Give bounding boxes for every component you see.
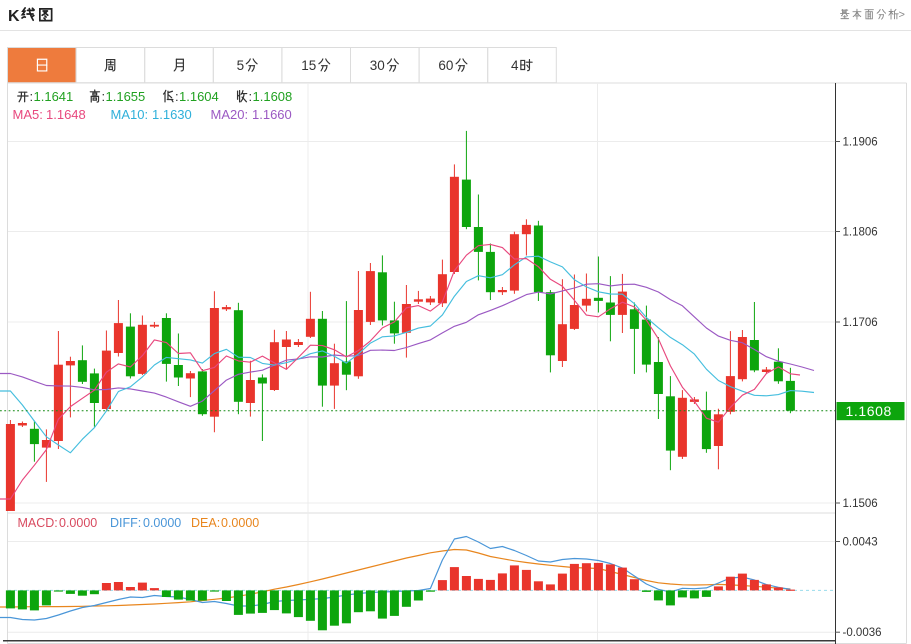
svg-text:1.1706: 1.1706 bbox=[843, 317, 878, 329]
svg-text:K: K bbox=[8, 8, 20, 25]
svg-text:1.1641: 1.1641 bbox=[34, 89, 74, 104]
svg-text:15: 15 bbox=[301, 58, 316, 73]
svg-text:1.1648: 1.1648 bbox=[46, 107, 86, 122]
svg-text::: : bbox=[30, 89, 34, 104]
svg-text:DIFF:: DIFF: bbox=[110, 516, 141, 530]
svg-text:1.1655: 1.1655 bbox=[106, 89, 146, 104]
svg-text:1.1660: 1.1660 bbox=[252, 107, 292, 122]
svg-text:0.0000: 0.0000 bbox=[221, 516, 259, 530]
svg-text:1.1906: 1.1906 bbox=[843, 137, 878, 149]
svg-text:MA20:: MA20: bbox=[211, 107, 249, 122]
svg-text:MA5:: MA5: bbox=[13, 107, 43, 122]
svg-text:1.1608: 1.1608 bbox=[253, 89, 293, 104]
svg-text:1.1806: 1.1806 bbox=[843, 227, 878, 239]
svg-text:>: > bbox=[899, 9, 905, 21]
svg-text::: : bbox=[175, 89, 179, 104]
svg-text::: : bbox=[249, 89, 253, 104]
svg-text:0.0000: 0.0000 bbox=[143, 516, 181, 530]
svg-text:MACD:: MACD: bbox=[18, 516, 58, 530]
svg-text:1.1604: 1.1604 bbox=[179, 89, 219, 104]
svg-text:60: 60 bbox=[438, 58, 453, 73]
svg-text:5: 5 bbox=[237, 58, 245, 73]
svg-text:DEA:: DEA: bbox=[191, 516, 220, 530]
svg-text:4: 4 bbox=[511, 58, 519, 73]
svg-text:0.0000: 0.0000 bbox=[59, 516, 97, 530]
svg-text:1.1608: 1.1608 bbox=[846, 403, 892, 419]
svg-text:MA10:: MA10: bbox=[111, 107, 149, 122]
svg-text:1.1506: 1.1506 bbox=[843, 498, 878, 510]
svg-text:30: 30 bbox=[370, 58, 385, 73]
svg-text:1.1630: 1.1630 bbox=[152, 107, 192, 122]
svg-text:0.0043: 0.0043 bbox=[843, 537, 878, 549]
svg-text::: : bbox=[102, 89, 106, 104]
svg-text:-0.0036: -0.0036 bbox=[843, 627, 882, 639]
